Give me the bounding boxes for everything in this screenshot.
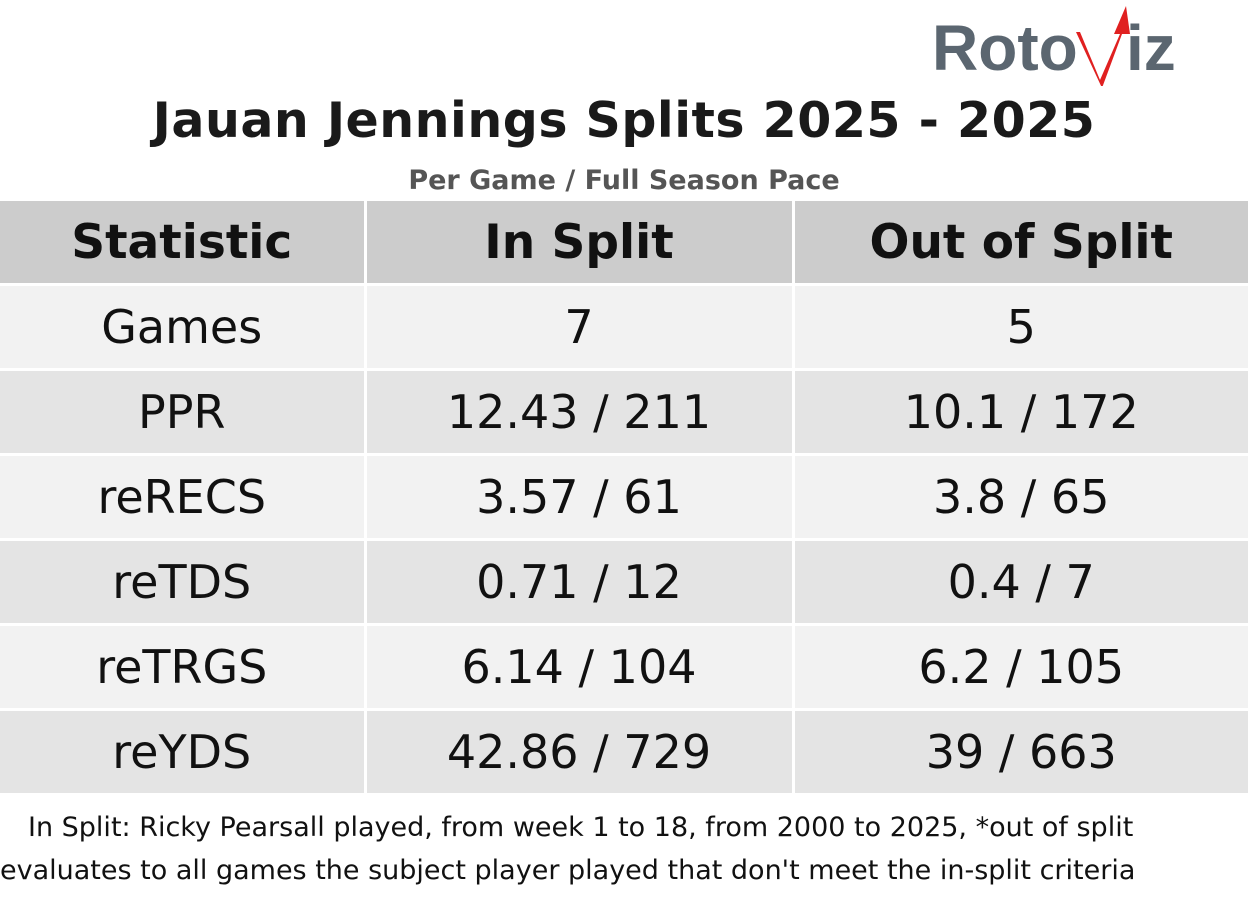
stat-cell: reYDS [0, 708, 367, 793]
column-header-statistic: Statistic [0, 201, 367, 285]
stat-cell: reTRGS [0, 623, 367, 710]
column-header-out-of-split: Out of Split [791, 201, 1248, 285]
table-row: Games 7 5 [0, 283, 1248, 370]
table-row: reTRGS 6.14 / 104 6.2 / 105 [0, 623, 1248, 710]
logo-v-mark [1076, 6, 1130, 88]
rotoviz-logo-mark: Roto iz [932, 6, 1176, 88]
table-row: PPR 12.43 / 211 10.1 / 172 [0, 368, 1248, 455]
out-of-split-cell: 6.2 / 105 [791, 623, 1248, 710]
footnote-text: In Split: Ricky Pearsall played, from we… [0, 812, 1136, 886]
header-row: Statistic In Split Out of Split [0, 201, 1248, 285]
stat-cell: PPR [0, 368, 367, 455]
in-split-cell: 3.57 / 61 [363, 453, 795, 540]
out-of-split-cell: 3.8 / 65 [791, 453, 1248, 540]
splits-table: Statistic In Split Out of Split Games 7 … [0, 201, 1248, 793]
in-split-cell: 7 [363, 283, 795, 370]
column-header-in-split: In Split [363, 201, 795, 285]
in-split-cell: 42.86 / 729 [363, 708, 795, 793]
footnote: In Split: Ricky Pearsall played, from we… [0, 806, 1240, 892]
out-of-split-cell: 5 [791, 283, 1248, 370]
out-of-split-cell: 39 / 663 [791, 708, 1248, 793]
stat-cell: reRECS [0, 453, 367, 540]
chart-title: Jauan Jennings Splits 2025 - 2025 [152, 92, 1096, 149]
table-row: reTDS 0.71 / 12 0.4 / 7 [0, 538, 1248, 625]
table-row: reYDS 42.86 / 729 39 / 663 [0, 708, 1248, 793]
in-split-cell: 12.43 / 211 [363, 368, 795, 455]
in-split-cell: 0.71 / 12 [363, 538, 795, 625]
out-of-split-cell: 10.1 / 172 [791, 368, 1248, 455]
stat-cell: reTDS [0, 538, 367, 625]
logo-text-roto: Roto [932, 12, 1078, 84]
out-of-split-cell: 0.4 / 7 [791, 538, 1248, 625]
chart-subtitle: Per Game / Full Season Pace [408, 165, 840, 196]
in-split-cell: 6.14 / 104 [363, 623, 795, 710]
stat-cell: Games [0, 283, 367, 370]
table-row: reRECS 3.57 / 61 3.8 / 65 [0, 453, 1248, 540]
logo-text-iz: iz [1126, 12, 1176, 84]
rotoviz-logo: Roto iz [930, 4, 1192, 88]
